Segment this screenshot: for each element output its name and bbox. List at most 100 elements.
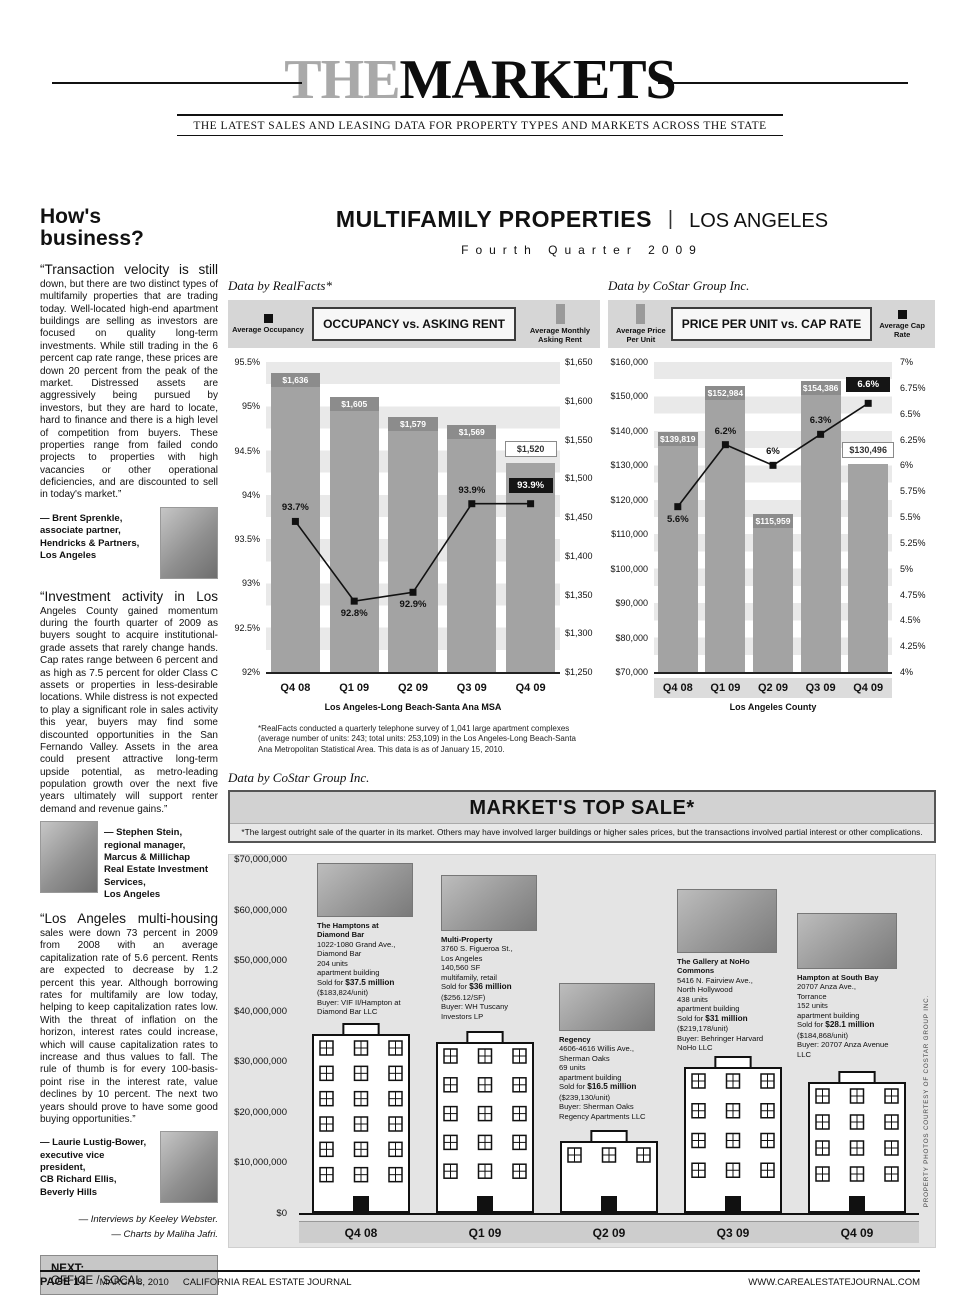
line-value-label: 93.9% xyxy=(508,477,553,493)
category-label: Q1 09 xyxy=(710,682,741,694)
axis-tick: $60,000,000 xyxy=(234,904,287,916)
chart-footnote: *RealFacts conducted a quarterly telepho… xyxy=(258,724,576,754)
property-name: Regency xyxy=(559,1035,591,1044)
category-label: Q4 09 xyxy=(840,1226,874,1240)
attribution-line: Beverly Hills xyxy=(40,1186,98,1198)
credit-interviews: — Interviews by Keeley Webster. xyxy=(78,1214,218,1226)
sale-buyer-line: Diamond Bar LLC xyxy=(317,1007,378,1017)
bar-series-icon xyxy=(555,304,565,324)
axis-tick: 95.5% xyxy=(234,357,260,367)
line-value-label: 6.2% xyxy=(714,425,737,437)
masthead-the: THE xyxy=(284,49,400,111)
sale-detail-line: North Hollywood xyxy=(677,985,733,995)
data-source-label: Data by CoStar Group Inc. xyxy=(228,770,370,785)
chart-title: OCCUPANCY vs. ASKING RENT xyxy=(312,307,516,341)
axis-tick: 6.75% xyxy=(900,382,926,393)
sale-unit-price: ($256.12/SF) xyxy=(441,992,486,1002)
axis-tick: $1,300 xyxy=(565,628,593,639)
sale-buyer-line: Buyer: 20707 Anza Avenue xyxy=(797,1040,889,1050)
legend-item: Average Occupancy xyxy=(231,314,305,334)
sale-buyer-line: NoHo LLC xyxy=(677,1043,713,1053)
axis-tick: 5.25% xyxy=(900,537,926,548)
line-value-label: 93.7% xyxy=(281,502,309,514)
top-sale-title: MARKET'S TOP SALE* xyxy=(230,792,934,823)
sale-price-line: Sold for $16.5 million xyxy=(559,1082,637,1092)
sale-detail-line: 20707 Anza Ave., xyxy=(797,982,856,992)
bar-value-label: $154,386 xyxy=(800,381,841,396)
axis-tick: 4.75% xyxy=(900,589,926,600)
line-marker-icon xyxy=(897,309,907,319)
property-photo xyxy=(559,983,655,1031)
sale-details: The Gallery at NoHo Commons 5416 N. Fairv… xyxy=(677,957,777,1053)
sale-detail-line: 438 units xyxy=(677,994,708,1004)
sale-detail-line: 3760 S. Figueroa St., xyxy=(441,944,513,954)
sale-amount: $16.5 million xyxy=(587,1082,637,1092)
axis-tick: 94% xyxy=(241,489,260,500)
axis-tick: $100,000 xyxy=(610,563,648,574)
axis-tick: $10,000,000 xyxy=(234,1157,287,1169)
axis-tick: 4.5% xyxy=(900,615,921,626)
sale-entry: Multi-Property 3760 S. Figueroa St., Los A… xyxy=(441,875,537,1021)
bar-value-label: $152,984 xyxy=(705,386,746,401)
axis-tick: $70,000 xyxy=(615,667,648,677)
legend-item: Average Price Per Unit xyxy=(611,304,671,344)
category-label: Q1 09 xyxy=(468,1226,502,1240)
left-axis: 95.5% 95% 94.5% 94% 93.5% 93% 92.5% 92% xyxy=(228,357,264,677)
line-value-label: 5.6% xyxy=(666,513,689,525)
sale-detail-line: apartment building xyxy=(317,968,380,978)
axis-tick: $140,000 xyxy=(610,425,648,436)
sale-detail-line: apartment building xyxy=(677,1004,740,1014)
axis-tick: 4.25% xyxy=(900,641,926,652)
category-label: Q4 08 xyxy=(280,682,311,694)
axis-tick: $150,000 xyxy=(610,391,648,402)
sale-detail-line: apartment building xyxy=(559,1072,622,1082)
masthead-tagline: THE LATEST SALES AND LEASING DATA FOR PR… xyxy=(177,114,783,136)
axis-tick: $110,000 xyxy=(611,529,648,540)
footer-publication: CALIFORNIA REAL ESTATE JOURNAL xyxy=(182,1277,352,1288)
sale-price-line: Sold for $28.1 million xyxy=(797,1020,875,1030)
line-value-label: 92.8% xyxy=(340,608,368,620)
axis-tick: $1,500 xyxy=(565,473,593,484)
headshot-photo xyxy=(160,1131,218,1204)
axis-tick: $1,250 xyxy=(565,667,593,677)
sale-details: Hampton at South Bay 20707 Anza Ave., Torr… xyxy=(797,973,897,1059)
building-illustration xyxy=(436,1030,534,1213)
pull-quote: “Transaction velocity is still down, but… xyxy=(40,262,218,502)
line-value-label: 92.9% xyxy=(399,599,427,611)
sale-detail-line: Sherman Oaks xyxy=(559,1053,610,1063)
category-label: Q2 09 xyxy=(592,1226,626,1240)
axis-tick: $130,000 xyxy=(610,460,648,471)
bar-series-icon xyxy=(636,304,646,324)
axis-tick: 94.5% xyxy=(234,445,260,456)
axis-tick: 93% xyxy=(241,578,260,589)
property-photo xyxy=(677,889,777,953)
sale-detail-line: 5416 N. Fairview Ave., xyxy=(677,975,753,985)
category-label: Q3 09 xyxy=(456,682,487,694)
attribution-line: Marcus & Millichap xyxy=(104,851,191,863)
category-label: Q4 09 xyxy=(853,682,884,694)
top-sale-chart: $70,000,000 $60,000,000 $50,000,000 $40,000… xyxy=(228,854,936,1248)
legend-label: Average Cap Rate xyxy=(879,320,925,339)
plot-area: $139,819 $152,984 $115,959 $154,386 $130,496… xyxy=(654,362,895,674)
attribution-text: — Stephen Stein, regional manager, Marcus … xyxy=(104,821,218,901)
sale-buyer-line: Buyer: VIF II/Hampton at xyxy=(317,997,401,1007)
attribution-line: Los Angeles xyxy=(104,888,161,900)
chart-legend: Average Occupancy OCCUPANCY vs. ASKING RE… xyxy=(228,300,600,348)
axis-tick: 5.75% xyxy=(900,486,926,497)
bar: $115,959 xyxy=(753,513,793,672)
attribution-line: Real Estate Investment xyxy=(104,864,209,876)
x-axis-label: Los Angeles County xyxy=(729,702,817,712)
category-label: Q2 09 xyxy=(398,682,428,694)
sale-buyer-line: Buyer: WH Tuscany xyxy=(441,1002,509,1012)
top-sale-panel: Data by CoStar Group Inc. MARKET'S TOP S… xyxy=(228,770,936,1262)
building-illustration xyxy=(560,1129,658,1213)
bar-value-label: $1,579 xyxy=(388,417,438,432)
legend-item: Average Cap Rate xyxy=(872,309,932,339)
region-title: LOS ANGELES xyxy=(689,210,829,232)
bar-value-label: $1,636 xyxy=(270,372,321,387)
bar-value-label: $1,569 xyxy=(447,424,497,439)
sale-entry: The Gallery at NoHo Commons 5416 N. Fairv… xyxy=(677,889,777,1053)
attribution-line: associate partner, xyxy=(40,525,121,537)
axis-tick: 5.5% xyxy=(900,512,921,522)
axis-tick: 6.25% xyxy=(900,434,926,445)
